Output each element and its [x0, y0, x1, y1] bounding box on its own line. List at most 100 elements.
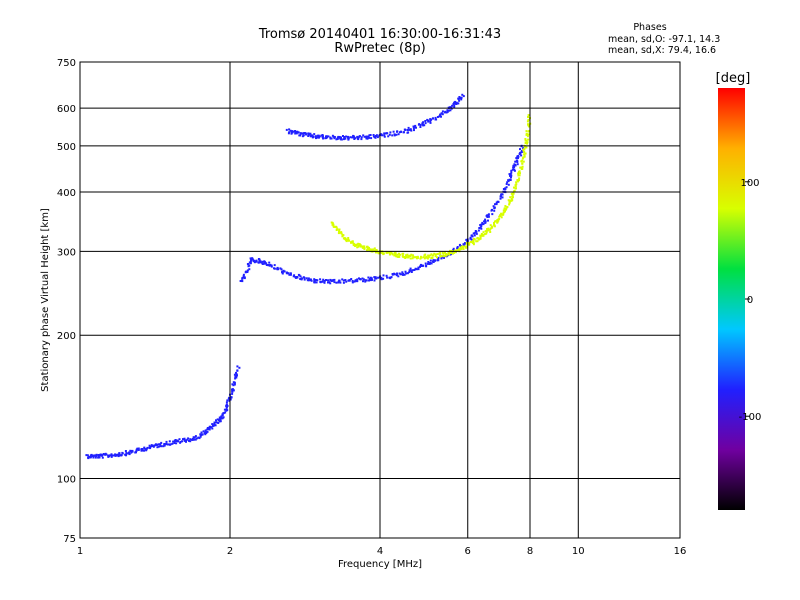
data-point	[258, 258, 261, 261]
data-point	[194, 435, 197, 438]
data-point	[232, 389, 235, 392]
data-point	[315, 281, 318, 284]
data-point	[179, 441, 182, 443]
data-point	[351, 240, 354, 243]
data-point	[92, 456, 95, 459]
data-point	[421, 123, 424, 126]
data-point	[471, 235, 474, 238]
data-point	[261, 262, 264, 265]
data-point	[159, 445, 162, 448]
data-point	[327, 279, 329, 282]
data-point	[347, 135, 349, 138]
data-point	[95, 455, 98, 458]
data-point	[510, 169, 513, 172]
data-point	[526, 142, 528, 145]
data-point	[482, 223, 485, 226]
data-point	[499, 195, 502, 198]
data-point	[369, 134, 372, 136]
data-point	[494, 203, 496, 206]
data-point	[187, 437, 190, 440]
data-point	[175, 442, 178, 445]
data-point	[509, 174, 511, 177]
data-point	[500, 193, 503, 196]
data-point	[477, 229, 480, 232]
data-point	[363, 248, 366, 250]
data-point	[491, 213, 494, 216]
colorbar-label: [deg]	[716, 71, 751, 86]
data-point	[319, 280, 322, 283]
data-point	[333, 136, 336, 138]
data-point	[486, 216, 489, 218]
data-point	[526, 141, 529, 144]
data-point	[429, 121, 432, 124]
data-point	[404, 128, 407, 131]
data-point	[430, 118, 433, 121]
data-point	[86, 454, 89, 457]
data-point	[228, 399, 231, 402]
data-point	[493, 209, 496, 212]
data-point	[329, 136, 332, 139]
data-point	[314, 135, 317, 138]
data-point	[242, 273, 245, 276]
data-point	[342, 135, 344, 137]
data-point	[525, 139, 528, 142]
data-point	[510, 192, 513, 195]
data-point	[382, 252, 385, 255]
data-point	[491, 226, 494, 229]
data-point	[202, 430, 205, 433]
data-point	[236, 374, 238, 377]
data-point	[393, 254, 396, 257]
data-point	[234, 377, 237, 380]
data-point	[351, 241, 354, 244]
data-point	[465, 238, 468, 241]
colorbar-tick-label: 0	[747, 295, 753, 306]
data-point	[349, 136, 352, 139]
data-point	[514, 160, 517, 163]
data-point	[210, 426, 213, 429]
data-point	[513, 163, 516, 166]
data-point	[281, 271, 283, 274]
data-point	[523, 153, 526, 156]
data-point	[519, 148, 521, 151]
data-point	[260, 261, 263, 264]
data-point	[381, 134, 384, 137]
data-point	[406, 272, 409, 275]
data-point	[211, 423, 214, 426]
data-point	[519, 166, 522, 169]
data-point	[313, 133, 316, 136]
data-point	[285, 272, 288, 275]
data-point	[416, 257, 419, 259]
data-point	[339, 281, 342, 284]
data-point	[169, 443, 172, 446]
data-point	[453, 106, 456, 109]
data-point	[526, 135, 529, 138]
data-point	[125, 452, 128, 454]
data-point	[421, 264, 424, 267]
data-point	[527, 138, 530, 141]
data-point	[258, 261, 261, 264]
data-point	[513, 169, 516, 172]
data-point	[344, 279, 347, 281]
series-trace	[239, 144, 525, 285]
data-point	[204, 429, 207, 432]
data-point	[354, 137, 357, 140]
data-point	[375, 277, 378, 280]
data-point	[277, 268, 280, 271]
data-point	[336, 137, 339, 140]
data-point	[480, 227, 483, 230]
data-point	[192, 436, 195, 439]
data-point	[409, 257, 412, 260]
data-point	[447, 109, 450, 112]
data-point	[476, 240, 479, 243]
data-point	[460, 98, 463, 101]
data-point	[393, 273, 396, 276]
data-point	[394, 252, 397, 254]
data-point	[439, 254, 442, 257]
data-point	[437, 259, 440, 262]
data-point	[295, 132, 298, 135]
data-point	[435, 118, 438, 121]
data-point	[325, 279, 327, 281]
data-point	[107, 454, 110, 457]
data-point	[399, 253, 402, 256]
data-point	[182, 438, 184, 441]
